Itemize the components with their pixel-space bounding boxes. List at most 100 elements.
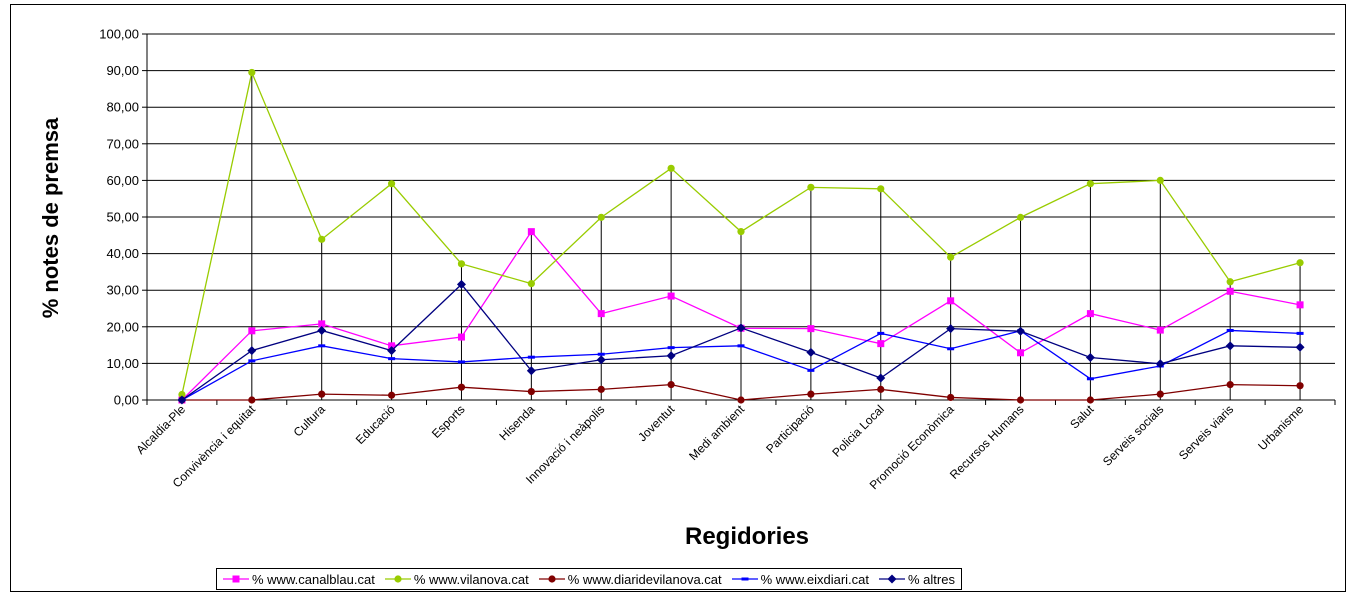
- y-tick-label: 60,00: [106, 173, 139, 188]
- legend: % www.canalblau.cat % www.vilanova.cat % w…: [216, 568, 962, 590]
- data-point: [947, 347, 955, 351]
- data-point: [1295, 342, 1305, 352]
- series-5: [177, 279, 1305, 405]
- series-3: [178, 381, 1304, 404]
- x-tick-label: Alcaldia-Ple: [133, 402, 188, 457]
- data-point: [1085, 353, 1095, 363]
- legend-swatch: [538, 575, 565, 583]
- data-point: [1296, 331, 1304, 335]
- x-axis-title: Regidories: [685, 523, 809, 550]
- y-tick-label: 10,00: [106, 356, 139, 371]
- y-tick-label: 40,00: [106, 246, 139, 261]
- data-point: [667, 346, 675, 350]
- data-point: [1155, 359, 1165, 369]
- x-tick-label: Urbanisme: [1255, 402, 1306, 453]
- y-tick-label: 90,00: [106, 63, 139, 78]
- legend-label: % www.eixdiari.cat: [760, 571, 870, 587]
- data-point: [457, 383, 466, 391]
- legend-swatch: [384, 575, 411, 583]
- data-point: [737, 228, 745, 236]
- y-axis-title: % notes de premsa: [38, 117, 63, 318]
- data-point: [737, 344, 745, 348]
- y-tick-label: 30,00: [106, 283, 139, 298]
- data-point: [248, 396, 256, 404]
- data-point: [178, 390, 186, 399]
- data-point: [887, 574, 897, 584]
- data-point: [806, 347, 816, 357]
- data-point: [877, 340, 885, 348]
- data-point: [1016, 326, 1026, 336]
- data-point: [387, 391, 396, 399]
- data-point: [807, 325, 815, 333]
- data-point: [456, 279, 466, 289]
- data-point: [877, 331, 885, 335]
- x-tick-label: Salut: [1067, 402, 1097, 432]
- data-point: [597, 352, 605, 356]
- x-tick-label: Cultura: [291, 402, 328, 439]
- x-tick-label: Participació: [763, 402, 817, 456]
- data-point: [548, 575, 556, 583]
- data-point: [526, 366, 536, 376]
- x-tick-label: Innovació i neàpolis: [523, 402, 607, 486]
- data-point: [597, 310, 605, 318]
- y-tick-label: 70,00: [106, 136, 139, 151]
- data-point: [1226, 381, 1234, 389]
- legend-label: % altres: [908, 571, 955, 587]
- data-point: [807, 390, 815, 398]
- legend-item: % www.eixdiari.cat: [731, 571, 870, 587]
- data-point: [876, 373, 886, 383]
- data-point: [247, 346, 257, 356]
- data-point: [318, 390, 326, 398]
- series-lines: [177, 68, 1305, 405]
- data-point: [1226, 328, 1234, 332]
- data-point: [248, 327, 256, 335]
- data-point: [737, 396, 745, 404]
- data-point: [877, 385, 885, 393]
- data-point: [1086, 396, 1095, 404]
- legend-swatch: [879, 574, 906, 584]
- data-point: [1086, 377, 1094, 381]
- data-point: [1156, 390, 1164, 398]
- drop-lines: [181, 72, 1301, 400]
- data-point: [248, 359, 256, 363]
- data-point: [947, 297, 955, 305]
- data-point: [527, 280, 535, 288]
- data-point: [1156, 176, 1164, 184]
- data-point: [667, 292, 675, 300]
- data-point: [1296, 382, 1304, 390]
- legend-label: % www.canalblau.cat: [252, 571, 375, 587]
- data-point: [527, 228, 535, 236]
- chart-frame: [10, 4, 1346, 592]
- data-point: [736, 323, 746, 333]
- x-tick-label: Esports: [429, 402, 468, 441]
- data-point: [667, 381, 675, 389]
- data-point: [318, 235, 326, 243]
- x-tick-label: Joventut: [635, 402, 677, 444]
- x-tick-label: Hisenda: [496, 402, 537, 443]
- x-tick-label: Recursos Humans: [947, 402, 1027, 482]
- legend-item: % www.vilanova.cat: [384, 572, 529, 587]
- data-point: [457, 360, 465, 364]
- data-point: [318, 320, 326, 328]
- legend-item: % www.canalblau.cat: [223, 572, 375, 587]
- data-point: [1226, 278, 1234, 286]
- y-tick-labels: 0,00 10,00 20,00 30,00 40,00 50,00 60,00 70,00 8…: [99, 27, 139, 408]
- series-2: [178, 68, 1304, 399]
- data-point: [1296, 259, 1304, 267]
- data-point: [317, 325, 327, 335]
- data-point: [666, 351, 676, 361]
- data-point: [232, 575, 240, 583]
- data-point: [388, 357, 396, 361]
- data-point: [527, 387, 535, 396]
- data-point: [597, 213, 605, 221]
- y-tick-label: 50,00: [106, 210, 139, 225]
- data-point: [248, 68, 256, 77]
- x-tick-label: Medi ambient: [686, 402, 747, 463]
- data-point: [741, 577, 749, 581]
- data-point: [394, 575, 402, 583]
- data-point: [387, 180, 396, 188]
- data-point: [1086, 310, 1094, 318]
- data-point: [667, 164, 675, 172]
